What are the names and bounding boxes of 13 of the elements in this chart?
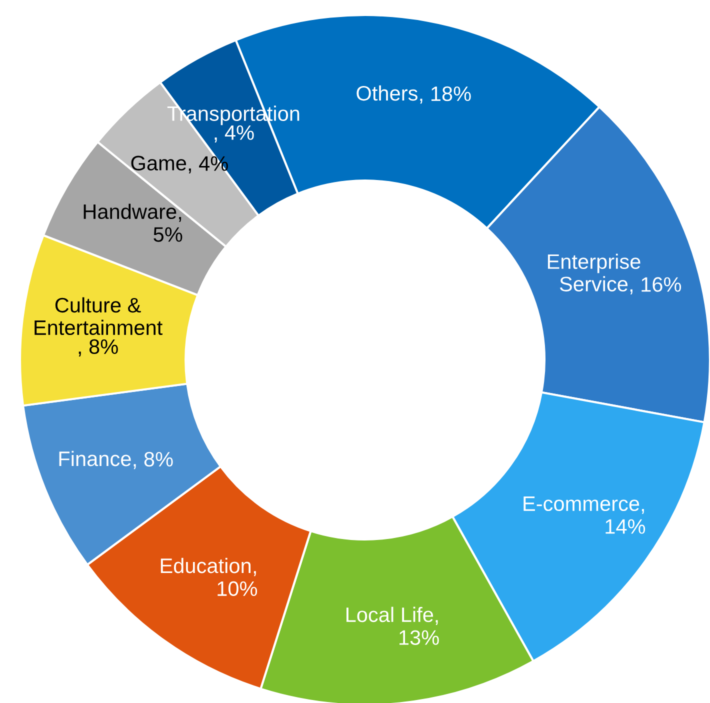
data-label: , 18% (420, 86, 471, 104)
slice-label: Finance (59, 450, 131, 466)
slice-label: Handware (84, 204, 176, 220)
data-label: , 8% (134, 452, 173, 470)
slice-label: Game (131, 156, 186, 171)
slice-label: Others (356, 85, 418, 101)
data-label: , 16% (630, 277, 682, 294)
slice-label: Culture & Entertainment (34, 297, 162, 336)
data-label: , 4% (214, 125, 254, 142)
slice-label: Education (160, 558, 251, 574)
slice-label: Local Life (346, 606, 434, 622)
data-label: , 8% (78, 339, 118, 356)
slice-label: E-commerce (524, 496, 640, 512)
